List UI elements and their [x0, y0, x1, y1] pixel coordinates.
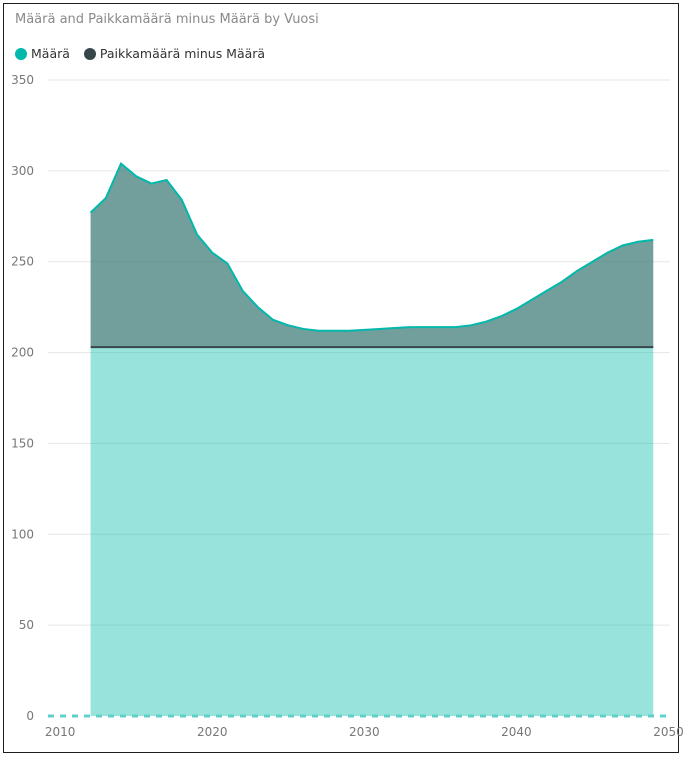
line-paikkamaara-minus-maara [89, 161, 654, 332]
y-tick-label: 150 [11, 436, 34, 450]
x-tick-label: 2020 [197, 725, 228, 739]
x-tick-label: 2030 [349, 725, 380, 739]
y-tick-label: 0 [26, 709, 34, 723]
chart-title: Määrä and Paikkamäärä minus Määrä by Vuo… [15, 12, 319, 27]
y-tick-label: 50 [19, 618, 34, 632]
y-tick-label: 300 [11, 164, 34, 178]
y-tick-label: 200 [11, 346, 34, 360]
legend-marker-maara [15, 47, 27, 60]
legend-marker-paikkamaara-minus-maara [83, 47, 96, 60]
x-tick-label: 2040 [501, 725, 532, 739]
y-tick-label: 350 [11, 73, 34, 87]
area-paikkamaara-minus-maara [90, 163, 654, 348]
area-maara [90, 347, 654, 716]
legend-label-paikkamaara-minus-maara: Paikkamäärä minus Määrä [99, 46, 266, 61]
x-tick-label: 2050 [653, 725, 684, 739]
legend: Määrä Paikkamäärä minus Määrä [15, 46, 279, 61]
y-tick-label: 100 [11, 527, 34, 541]
legend-item-paikkamaara-minus-maara[interactable]: Paikkamäärä minus Määrä [83, 46, 266, 61]
legend-label-maara: Määrä [31, 46, 70, 61]
legend-item-maara[interactable]: Määrä [15, 46, 70, 61]
chart-frame: Määrä and Paikkamäärä minus Määrä by Vuo… [3, 3, 679, 753]
x-tick-label: 2010 [45, 725, 76, 739]
y-tick-label: 250 [11, 255, 34, 269]
